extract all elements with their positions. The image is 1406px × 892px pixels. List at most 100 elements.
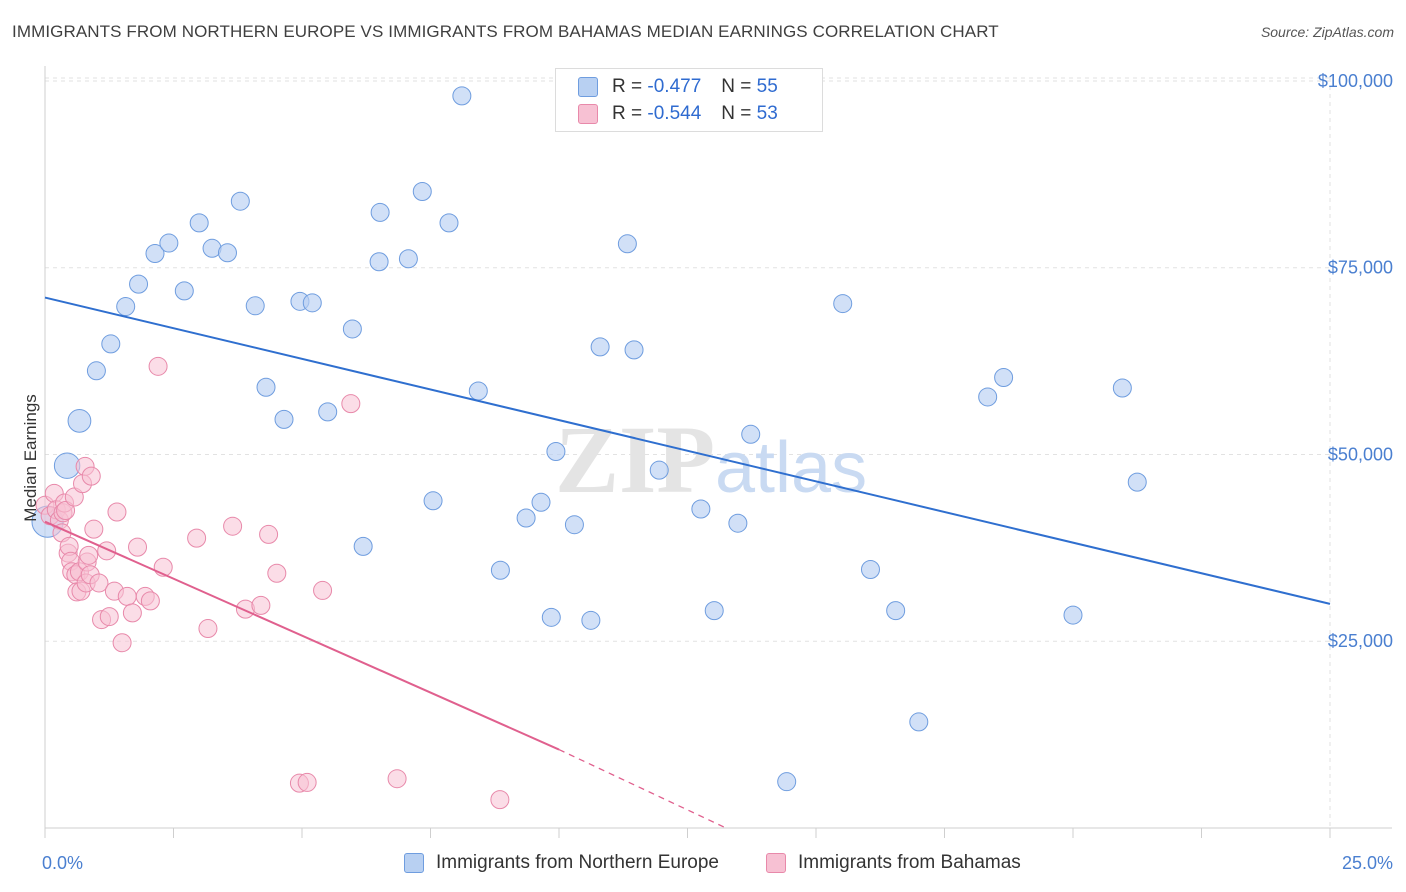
data-point bbox=[128, 537, 148, 557]
data-point bbox=[302, 293, 322, 313]
data-point bbox=[56, 501, 76, 520]
data-point bbox=[67, 408, 92, 433]
data-point bbox=[624, 340, 644, 360]
x-tick-labels: 0.0% 25.0% bbox=[42, 853, 1393, 873]
data-point bbox=[1127, 472, 1147, 492]
data-point bbox=[1063, 605, 1083, 625]
data-point bbox=[994, 368, 1014, 388]
data-point bbox=[860, 560, 880, 580]
data-point bbox=[245, 296, 265, 316]
data-point bbox=[251, 595, 271, 615]
data-point bbox=[223, 516, 243, 536]
data-point bbox=[89, 573, 109, 593]
data-point bbox=[342, 319, 362, 339]
data-point bbox=[187, 528, 207, 548]
data-point bbox=[546, 441, 566, 461]
n-label: N = bbox=[721, 103, 752, 124]
data-point bbox=[259, 524, 279, 544]
data-point bbox=[1112, 378, 1132, 398]
y-tick-labels: $25,000 $50,000 $75,000 $100,000 bbox=[1318, 71, 1393, 651]
data-point bbox=[189, 213, 209, 233]
data-point bbox=[353, 536, 373, 556]
data-point bbox=[101, 334, 121, 354]
data-point bbox=[86, 361, 106, 381]
data-point bbox=[691, 499, 711, 519]
data-point bbox=[741, 424, 761, 444]
axes bbox=[44, 66, 1392, 838]
data-point bbox=[318, 402, 338, 422]
data-point bbox=[117, 586, 137, 606]
data-point bbox=[452, 86, 472, 106]
data-point bbox=[116, 297, 136, 317]
data-point bbox=[256, 377, 276, 397]
y-tick-label: $75,000 bbox=[1328, 258, 1393, 278]
r-value: -0.477 bbox=[647, 76, 702, 97]
data-point bbox=[581, 610, 601, 630]
data-point bbox=[909, 712, 929, 732]
legend-item-bahamas: Immigrants from Bahamas bbox=[766, 852, 1021, 874]
watermark-zip: ZIP bbox=[555, 406, 715, 513]
data-point bbox=[145, 244, 165, 264]
data-point bbox=[217, 243, 237, 263]
data-point bbox=[341, 394, 361, 414]
data-point bbox=[777, 772, 797, 792]
data-point bbox=[978, 387, 998, 407]
y-tick-label: $25,000 bbox=[1328, 631, 1393, 651]
data-point bbox=[490, 560, 510, 580]
data-point bbox=[423, 491, 443, 511]
data-point bbox=[541, 607, 561, 627]
data-point bbox=[140, 591, 160, 611]
data-point bbox=[617, 234, 637, 254]
stats-row-northern-europe: R = -0.477 N = 55 bbox=[578, 75, 778, 99]
data-point bbox=[112, 633, 132, 653]
data-point bbox=[84, 519, 104, 539]
data-point bbox=[516, 508, 536, 528]
series-legend: Immigrants from Northern Europe Immigran… bbox=[0, 850, 1406, 878]
data-point bbox=[122, 603, 142, 623]
trend-line-bahamas bbox=[44, 520, 560, 751]
data-point bbox=[531, 492, 551, 512]
swatch-blue bbox=[578, 77, 598, 97]
source-label: Source: ZipAtlas.com bbox=[1260, 24, 1394, 40]
trend-line-northern-europe bbox=[44, 296, 1331, 605]
legend-label: Immigrants from Northern Europe bbox=[436, 852, 719, 873]
data-point bbox=[886, 601, 906, 621]
legend-item-northern-europe: Immigrants from Northern Europe bbox=[404, 852, 719, 874]
r-value: -0.544 bbox=[647, 103, 702, 124]
data-point bbox=[468, 381, 488, 401]
n-value: 55 bbox=[756, 76, 778, 97]
data-point bbox=[198, 619, 218, 639]
r-label: R = bbox=[612, 103, 643, 124]
data-point bbox=[313, 580, 333, 600]
data-point bbox=[174, 281, 194, 301]
trend-line-bahamas-extrapolated bbox=[558, 748, 727, 829]
data-point bbox=[81, 466, 101, 486]
y-tick-label: $50,000 bbox=[1328, 444, 1393, 464]
data-point bbox=[370, 202, 390, 222]
data-point bbox=[490, 790, 510, 810]
y-tick-label: $100,000 bbox=[1318, 71, 1393, 91]
data-point bbox=[564, 515, 584, 535]
data-point bbox=[148, 356, 168, 376]
series-northern-europe-points bbox=[31, 86, 1147, 792]
data-point bbox=[99, 607, 119, 627]
swatch-pink bbox=[578, 104, 598, 124]
data-point bbox=[159, 233, 179, 253]
data-point bbox=[107, 502, 127, 522]
x-tick-label: 25.0% bbox=[1342, 853, 1393, 873]
data-point bbox=[704, 601, 724, 621]
data-point bbox=[833, 294, 853, 314]
y-axis-title: Median Earnings bbox=[21, 394, 40, 522]
n-label: N = bbox=[721, 76, 752, 97]
data-point bbox=[369, 252, 389, 272]
data-point bbox=[398, 249, 418, 269]
data-point bbox=[79, 545, 99, 565]
x-tick-label: 0.0% bbox=[42, 853, 83, 873]
data-point bbox=[267, 563, 287, 583]
n-value: 53 bbox=[756, 103, 778, 124]
data-point bbox=[297, 772, 317, 792]
data-point bbox=[728, 513, 748, 533]
data-point bbox=[129, 274, 149, 294]
trend-lines bbox=[44, 296, 1331, 829]
